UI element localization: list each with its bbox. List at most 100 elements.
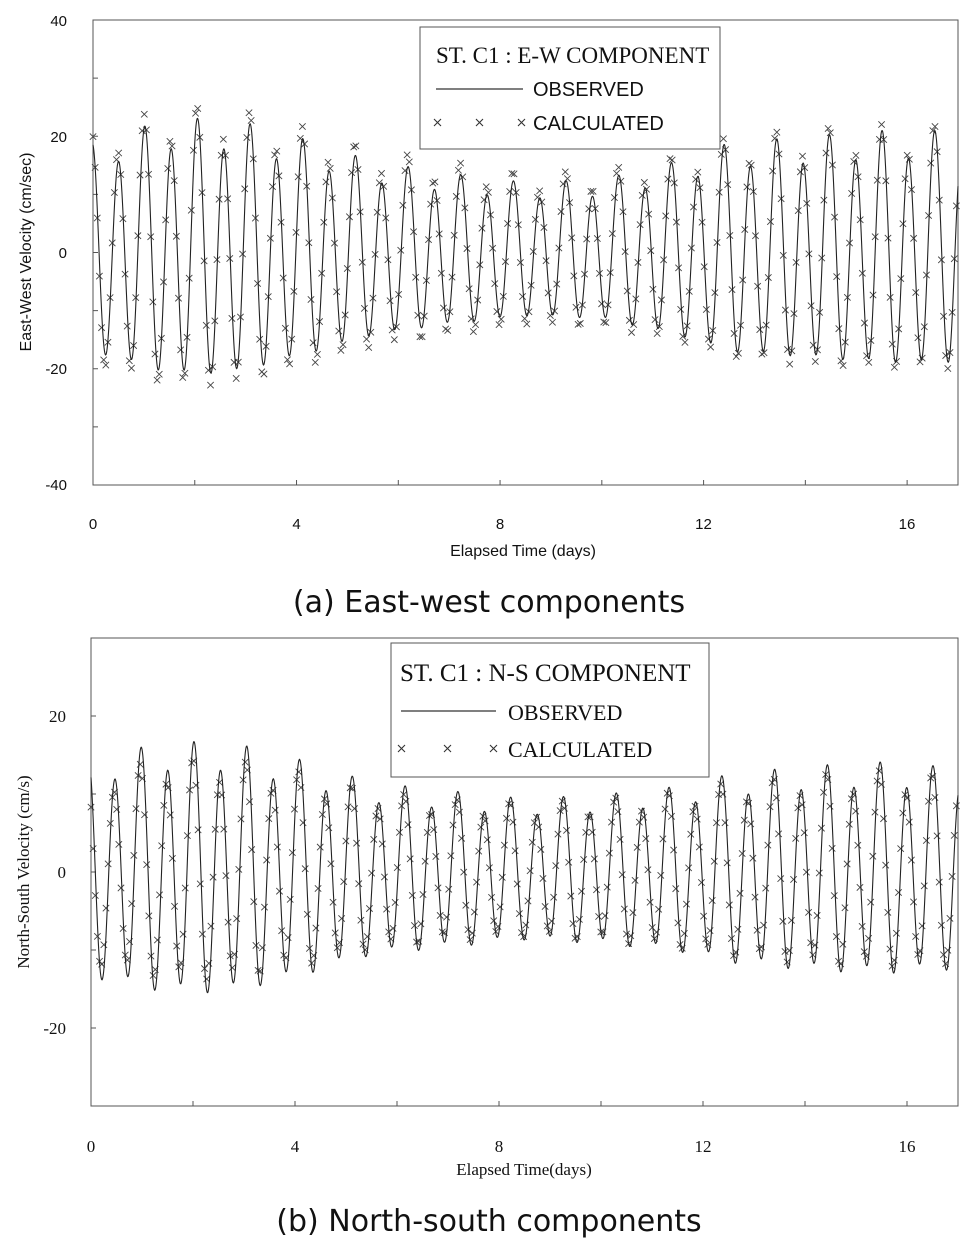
legend-calculated-label-b: CALCULATED	[508, 737, 652, 762]
calculated-point-b	[633, 843, 641, 851]
calculated-point-b	[554, 830, 562, 838]
calculated-point-a	[811, 357, 819, 366]
calculated-point-b	[871, 808, 879, 816]
calculated-point-a	[373, 208, 381, 216]
calculated-point-b	[680, 929, 688, 937]
calculated-point-a	[702, 305, 710, 314]
calculated-point-a	[664, 175, 672, 183]
calculated-point-b	[794, 804, 802, 812]
series-observed-line-b	[90, 741, 959, 994]
calculated-point-b	[275, 887, 284, 895]
calculated-point-b	[695, 843, 703, 851]
calculated-point-a	[194, 104, 202, 113]
calculated-point-a	[773, 128, 781, 136]
calculated-point-a	[333, 288, 341, 296]
calculated-point-a	[927, 159, 935, 167]
calculated-point-b	[198, 930, 206, 938]
calculated-point-a	[521, 315, 529, 323]
calculated-point-a	[367, 328, 375, 336]
calculated-point-b	[526, 867, 534, 875]
y-tick-labels-b: 20 0 -20	[43, 707, 66, 1038]
calculated-point-a	[766, 218, 774, 226]
calculated-point-a	[732, 352, 740, 360]
calculated-point-b	[171, 902, 179, 910]
calculated-point-b	[130, 851, 138, 859]
calculated-point-a	[375, 179, 383, 187]
legend-title-a: ST. C1 : E-W COMPONENT	[436, 43, 709, 68]
calculated-point-b	[417, 920, 425, 928]
calculated-point-b	[117, 884, 125, 892]
calculated-point-b	[357, 916, 365, 924]
calculated-point-a	[807, 302, 815, 310]
calculated-point-a	[484, 188, 492, 196]
legend-b: ST. C1 : N-S COMPONENT OBSERVED CALCULAT…	[390, 642, 710, 778]
calculated-point-b	[856, 883, 864, 891]
calculated-point-b	[539, 874, 547, 883]
calculated-point-a	[675, 264, 683, 272]
calculated-point-b	[410, 922, 418, 930]
calculated-point-b	[575, 915, 583, 923]
calculated-point-a	[589, 187, 597, 195]
calculated-point-b	[736, 889, 744, 897]
calculated-point-b	[196, 880, 204, 888]
calculated-point-a	[268, 183, 277, 191]
calculated-point-a	[162, 216, 170, 224]
calculated-point-a	[497, 315, 505, 323]
caption-a: (a) East-west components	[293, 585, 685, 620]
calculated-point-a	[944, 365, 952, 373]
calculated-point-b	[805, 908, 813, 916]
calculated-point-b	[685, 864, 693, 872]
calculated-point-a	[416, 333, 424, 341]
calculated-point-b	[273, 843, 281, 851]
calculated-point-a	[649, 285, 657, 293]
calculated-point-b	[462, 901, 470, 909]
calculated-point-a	[741, 226, 749, 234]
calculated-point-b	[828, 844, 836, 852]
calculated-point-b	[646, 898, 654, 906]
calculated-point-a	[681, 338, 689, 346]
calculated-point-b	[858, 922, 866, 930]
calculated-point-a	[873, 176, 881, 184]
calculated-point-a	[940, 312, 948, 320]
calculated-point-a	[281, 324, 289, 332]
calculated-point-a	[798, 152, 807, 160]
calculated-point-b	[503, 814, 511, 822]
calculated-point-b	[383, 905, 391, 913]
calculated-point-a	[350, 143, 358, 151]
calculated-point-b	[233, 915, 241, 923]
calculated-point-b	[925, 797, 933, 805]
calculated-point-b	[869, 852, 877, 860]
calculated-point-a	[719, 135, 727, 143]
calculated-point-a	[403, 151, 411, 159]
calculated-point-b	[365, 905, 373, 913]
calculated-point-a	[576, 319, 584, 327]
calculated-point-b	[449, 821, 457, 829]
calculated-point-a	[504, 219, 512, 228]
calculated-point-a	[140, 110, 148, 118]
calculated-point-a	[352, 142, 360, 150]
calculated-point-b	[779, 917, 787, 925]
calculated-point-b	[340, 878, 348, 886]
calculated-point-b	[635, 818, 643, 826]
calculated-point-b	[228, 964, 236, 972]
y-tick-label-b: 20	[49, 707, 66, 726]
calculated-point-b	[802, 868, 810, 876]
calculated-point-b	[667, 812, 676, 820]
calculated-point-a	[202, 321, 210, 329]
calculated-point-b	[290, 805, 299, 813]
calculated-point-a	[298, 122, 306, 131]
calculated-point-b	[511, 847, 519, 855]
calculated-point-a	[207, 381, 215, 389]
calculated-point-a	[651, 316, 659, 324]
calculated-point-b	[473, 878, 481, 886]
calculated-point-b	[747, 820, 755, 828]
calculated-point-a	[360, 304, 368, 312]
calculated-point-a	[345, 213, 353, 221]
calculated-point-a	[127, 364, 135, 372]
calculated-point-b	[395, 828, 403, 836]
calculated-point-b	[830, 892, 838, 900]
calculated-point-a	[839, 361, 847, 369]
calculated-point-b	[89, 845, 97, 853]
calculated-point-a	[525, 308, 533, 316]
calculated-point-a	[878, 121, 886, 129]
